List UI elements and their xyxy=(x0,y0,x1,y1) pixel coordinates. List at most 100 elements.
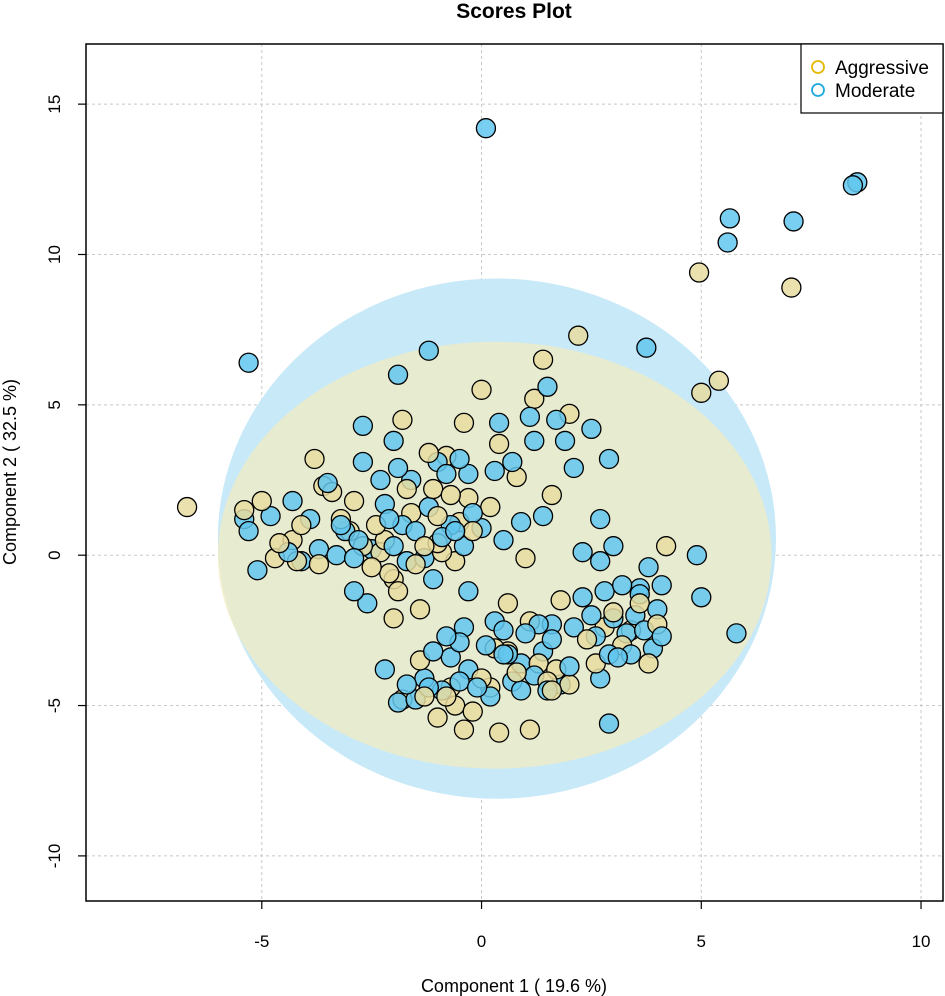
point-moderate xyxy=(581,605,602,626)
point-moderate xyxy=(532,505,554,527)
chart-title: Scores Plot xyxy=(456,0,572,23)
point-moderate xyxy=(466,677,488,698)
point-moderate xyxy=(502,451,523,473)
legend-label-moderate: Moderate xyxy=(835,81,915,102)
point-aggressive xyxy=(655,536,677,557)
point-aggressive xyxy=(414,686,435,707)
point-aggressive xyxy=(462,701,483,722)
point-moderate xyxy=(238,520,259,542)
point-moderate xyxy=(317,472,338,494)
point-moderate xyxy=(374,659,396,680)
point-moderate xyxy=(379,508,400,530)
point-aggressive xyxy=(629,593,650,614)
point-moderate xyxy=(546,409,567,431)
point-aggressive xyxy=(488,722,510,743)
point-aggressive xyxy=(541,484,563,506)
point-moderate xyxy=(651,575,672,596)
point-aggressive xyxy=(405,554,426,575)
point-moderate xyxy=(510,511,532,533)
point-aggressive xyxy=(576,629,598,650)
x-tick-label: 10 xyxy=(912,932,931,951)
point-moderate xyxy=(783,211,804,232)
point-moderate xyxy=(423,569,444,590)
point-moderate xyxy=(726,623,747,644)
x-tick-label: 0 xyxy=(477,932,486,951)
point-moderate xyxy=(510,680,532,701)
point-aggressive xyxy=(603,602,624,623)
legend: Aggressive Moderate xyxy=(800,43,944,114)
point-aggressive xyxy=(436,686,457,707)
point-aggressive xyxy=(550,590,571,611)
point-aggressive xyxy=(234,499,255,521)
y-axis-ticks: -10 -5 0 5 10 15 xyxy=(45,95,86,869)
legend-box xyxy=(800,43,944,114)
data-points xyxy=(176,118,868,743)
point-moderate xyxy=(343,548,365,569)
point-aggressive xyxy=(269,533,290,554)
point-moderate xyxy=(352,415,374,437)
point-moderate xyxy=(554,430,576,452)
point-moderate xyxy=(238,352,259,373)
x-tick-label: 5 xyxy=(697,932,706,951)
point-moderate xyxy=(445,520,466,542)
y-tick-label: 5 xyxy=(45,400,64,409)
point-aggressive xyxy=(427,707,448,728)
point-aggressive xyxy=(304,448,325,470)
point-aggressive xyxy=(691,382,712,403)
point-moderate xyxy=(842,175,864,196)
point-moderate xyxy=(423,641,444,662)
point-moderate xyxy=(348,530,369,551)
point-moderate xyxy=(717,232,738,253)
point-aggressive xyxy=(781,277,802,298)
point-aggressive xyxy=(423,478,444,500)
point-moderate xyxy=(357,593,378,614)
point-aggressive xyxy=(506,662,527,683)
point-aggressive xyxy=(291,514,312,536)
point-moderate xyxy=(493,530,514,551)
point-aggressive xyxy=(440,484,461,506)
y-axis-label: Component 2 ( 32.5 %) xyxy=(0,379,20,565)
point-moderate xyxy=(330,514,352,536)
point-moderate xyxy=(458,581,479,602)
point-moderate xyxy=(686,545,708,566)
point-moderate xyxy=(563,457,584,479)
y-tick-label: -10 xyxy=(45,844,64,869)
legend-marker-moderate xyxy=(811,83,825,97)
point-moderate xyxy=(488,412,510,434)
point-moderate xyxy=(383,536,404,557)
point-aggressive xyxy=(480,496,501,518)
point-aggressive xyxy=(471,379,492,400)
point-aggressive xyxy=(515,548,536,569)
point-aggressive xyxy=(414,536,435,557)
point-moderate xyxy=(387,692,409,713)
point-aggressive xyxy=(308,554,330,575)
point-aggressive xyxy=(568,325,589,346)
point-moderate xyxy=(598,448,620,470)
x-axis-ticks: -5 0 5 10 xyxy=(254,901,930,951)
point-aggressive xyxy=(453,412,475,434)
point-moderate xyxy=(475,118,497,139)
point-moderate xyxy=(370,469,391,491)
point-moderate xyxy=(519,406,541,428)
point-aggressive xyxy=(708,370,730,391)
point-moderate xyxy=(572,587,593,608)
point-moderate xyxy=(475,635,497,656)
point-aggressive xyxy=(392,409,413,431)
point-moderate xyxy=(537,376,558,397)
point-moderate xyxy=(260,505,281,527)
point-moderate xyxy=(405,520,426,542)
point-aggressive xyxy=(383,608,404,629)
point-moderate xyxy=(612,575,633,596)
point-moderate xyxy=(590,551,611,572)
point-moderate xyxy=(563,617,584,638)
point-aggressive xyxy=(688,262,710,283)
point-moderate xyxy=(719,208,740,229)
plot-frame xyxy=(85,43,944,902)
point-aggressive xyxy=(427,505,448,527)
point-aggressive xyxy=(559,674,580,695)
point-moderate xyxy=(326,545,347,566)
point-moderate xyxy=(462,502,483,524)
point-moderate xyxy=(607,647,628,668)
point-moderate xyxy=(352,451,374,473)
